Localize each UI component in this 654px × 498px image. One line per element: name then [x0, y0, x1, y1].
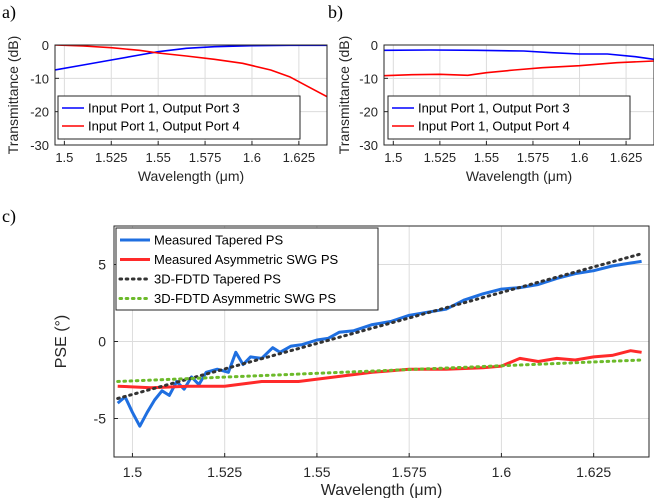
y-tick-label: -5 — [94, 411, 107, 427]
x-tick-label: 1.525 — [95, 150, 128, 165]
x-tick-label: 1.625 — [576, 464, 611, 480]
x-tick-label: 1.6 — [570, 150, 588, 165]
plot-frame-a — [54, 44, 328, 146]
y-axis-label-b: Transmittance (dB) — [336, 36, 352, 155]
y-tick-label: -30 — [359, 138, 378, 153]
series-lines-c — [116, 252, 644, 428]
x-tick-label: 1.55 — [146, 150, 171, 165]
x-tick-label: 1.5 — [123, 464, 143, 480]
x-tick-label: 1.55 — [474, 150, 499, 165]
y-tick-label: -20 — [30, 105, 49, 120]
legend-b: Input Port 1, Output Port 3 Input Port 1,… — [387, 95, 631, 140]
y-tick-label: -20 — [359, 105, 378, 120]
y-tick-label: -10 — [359, 71, 378, 86]
legend-label: Measured Tapered PS — [154, 233, 283, 248]
x-axis-label-a: Wavelength (μm) — [138, 168, 244, 184]
x-tick-label: 1.5 — [384, 150, 402, 165]
legend-box — [115, 227, 379, 311]
x-tick-label: 1.525 — [424, 150, 457, 165]
x-tick-label: 1.6 — [243, 150, 261, 165]
x-tick-label: 1.575 — [189, 150, 222, 165]
chart-panel-c: 1.5 1.525 1.55 1.575 1.6 1.625 5 0 -5 Wavelengt… — [53, 225, 650, 498]
series-line-3 — [116, 252, 644, 400]
legend-label: 3D-FDTD Asymmetric SWG PS — [154, 291, 336, 306]
y-axis-label-a: Transmittance (dB) — [5, 36, 21, 155]
x-tick-label: 1.5 — [55, 150, 73, 165]
legend-label: 3D-FDTD Tapered PS — [154, 272, 281, 287]
x-ticks-c: 1.5 1.525 1.55 1.575 1.6 1.625 — [123, 453, 611, 480]
y-ticks-c: 5 0 -5 — [94, 257, 118, 427]
y-axis-label-c: PSE (°) — [53, 315, 70, 369]
series-line-2 — [384, 60, 654, 77]
chart-panel-b: 1.5 1.525 1.55 1.575 1.6 1.625 0 -10 -20 -30 Wav… — [336, 36, 654, 184]
y-ticks-a: 0 -10 -20 -30 — [30, 38, 59, 153]
y-tick-label: 5 — [98, 257, 106, 273]
legend-c: Measured Tapered PS Measured Asymmetric S… — [115, 227, 379, 311]
y-tick-label: -30 — [30, 138, 49, 153]
x-tick-label: 1.525 — [207, 464, 242, 480]
y-tick-label: 0 — [42, 38, 49, 53]
legend-label: Input Port 1, Output Port 3 — [418, 101, 570, 116]
plot-frame-b — [383, 44, 654, 146]
panel-label-c: c) — [2, 206, 16, 227]
x-axis-label-b: Wavelength (μm) — [466, 168, 572, 184]
x-tick-label: 1.575 — [392, 464, 427, 480]
x-tick-label: 1.6 — [492, 464, 512, 480]
legend-label: Input Port 1, Output Port 4 — [88, 119, 240, 134]
x-ticks-a: 1.5 1.525 1.55 1.575 1.6 1.625 — [55, 141, 315, 165]
series-line-1 — [384, 49, 654, 61]
x-tick-label: 1.625 — [283, 150, 316, 165]
x-axis-label-c: Wavelength (μm) — [321, 482, 443, 498]
legend-box — [387, 95, 631, 140]
series-lines-b — [384, 49, 654, 77]
legend-a: Input Port 1, Output Port 3 Input Port 1,… — [57, 95, 301, 140]
legend-label: Input Port 1, Output Port 3 — [88, 101, 240, 116]
chart-panel-a: 1.5 1.525 1.55 1.575 1.6 1.625 0 -10 -20 -30 Wav… — [5, 36, 328, 184]
panel-label-b: b) — [328, 2, 343, 23]
series-line-4 — [116, 358, 644, 383]
x-tick-label: 1.575 — [517, 150, 550, 165]
x-tick-label: 1.55 — [303, 464, 330, 480]
y-tick-label: 0 — [371, 38, 378, 53]
series-line-1 — [55, 45, 327, 71]
legend-label: Measured Asymmetric SWG PS — [154, 252, 339, 267]
y-tick-label: -10 — [30, 71, 49, 86]
y-ticks-b: 0 -10 -20 -30 — [359, 38, 388, 153]
series-line-2 — [55, 45, 327, 98]
panel-label-a: a) — [2, 2, 16, 23]
legend-label: Input Port 1, Output Port 4 — [418, 119, 570, 134]
x-tick-label: 1.625 — [610, 150, 643, 165]
x-ticks-b: 1.5 1.525 1.55 1.575 1.6 1.625 — [384, 141, 642, 165]
y-tick-label: 0 — [98, 334, 106, 350]
series-lines-a — [55, 45, 327, 98]
legend-box — [57, 95, 301, 140]
